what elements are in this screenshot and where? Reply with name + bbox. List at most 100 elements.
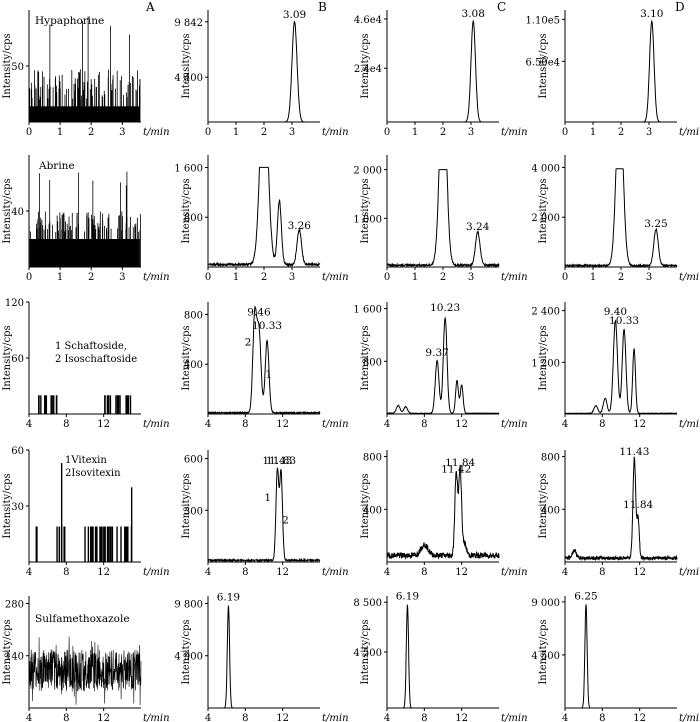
chart-r3c3: 4 8 12 t/min 400 800 Intensity/cps 11.43 11.84 (538, 446, 700, 578)
peak-label: 6.19 (217, 592, 240, 604)
peak-label: 11.42 (441, 463, 471, 475)
y-axis-label: Intensity/cps (2, 33, 13, 98)
trace (38, 395, 132, 414)
x-tick-label: 2 (618, 127, 624, 138)
x-tick-label: 4 (562, 419, 568, 430)
trace (386, 316, 500, 415)
y-tick-label: 800 (541, 453, 560, 464)
x-axis-label: t/min (143, 272, 170, 283)
peak-label: 3.10 (640, 8, 663, 20)
chart-r3c0: 4 8 12 t/min 30 60 Intensity/cps 1Vitexin 2Isovi… (2, 446, 170, 578)
chart-r4c0: 4 8 12 t/min 140 280 Intensity/cps Sulfamethoxa… (2, 596, 170, 722)
y-tick-label: 300 (184, 506, 203, 517)
y-tick-label: 280 (5, 599, 24, 610)
trace (207, 166, 321, 268)
y-tick-label: 60 (11, 446, 24, 457)
x-axis-label: t/min (679, 272, 700, 283)
x-tick-label: 2 (88, 272, 94, 283)
trace (564, 319, 678, 415)
y-tick-label: 140 (5, 652, 24, 663)
trace (387, 604, 499, 709)
x-tick-label: 0 (562, 127, 568, 138)
x-tick-label: 8 (421, 567, 427, 578)
trace (565, 604, 677, 709)
chart-r2c0: 4 8 12 t/min 60 120 Intensity/cps 1 Schaftoside… (2, 298, 170, 430)
noise-trace (28, 636, 142, 706)
chart-r0c1: 0 1 2 3 t/min 4 400 9 842 Intensity/cps 3.09 (174, 9, 348, 138)
column-letter-d: D (675, 0, 685, 14)
y-axis-label: Intensity/cps (360, 178, 371, 243)
x-axis-label: t/min (143, 567, 170, 578)
x-tick-label: 3 (119, 272, 125, 283)
trace (207, 305, 321, 415)
x-axis-label: t/min (679, 713, 700, 722)
x-tick-label: 4 (384, 713, 390, 722)
compound-label: 1 Schaftoside, (55, 341, 127, 352)
y-tick-label: 800 (184, 310, 203, 321)
chart-r2c2: 4 8 12 t/min 800 1 600 Intensity/cps 9.37 10.23 (353, 302, 528, 430)
y-tick-label: 1.10e5 (525, 15, 560, 26)
y-tick-label: 60 (11, 354, 24, 365)
chart-r4c1: 4 8 12 t/min 4 900 9 800 Intensity/cps 6.19 (174, 592, 348, 722)
peak-label: 6.25 (574, 591, 597, 603)
column-letter-c: C (497, 0, 507, 14)
peak-label: 11.84 (445, 457, 475, 469)
x-axis-label: t/min (679, 419, 700, 430)
x-tick-label: 12 (633, 419, 646, 430)
y-tick-label: 2.4e4 (354, 64, 382, 75)
trace (208, 20, 320, 123)
peak-label: 10.33 (252, 320, 282, 332)
x-tick-label: 12 (97, 567, 110, 578)
peak-label: 2 (282, 515, 289, 527)
chart-r0c3: 0 1 2 3 t/min 6.50e4 1.10e5 Intensity/cps 3.10 (525, 8, 700, 138)
x-tick-label: 4 (205, 567, 211, 578)
trace (29, 16, 141, 122)
y-tick-label: 9 800 (174, 599, 203, 610)
x-tick-label: 2 (88, 127, 94, 138)
y-tick-label: 1 200 (531, 358, 560, 369)
x-tick-label: 0 (384, 127, 390, 138)
x-tick-label: 0 (26, 127, 32, 138)
peak-label: 3.08 (462, 8, 485, 20)
x-axis-label: t/min (501, 127, 528, 138)
x-tick-label: 1 (57, 272, 63, 283)
chart-r1c3: 0 1 2 3 t/min 2 000 4 000 Intensity/cps 3.25 (531, 155, 700, 283)
y-tick-label: 2 400 (531, 307, 560, 318)
peak-label: 6.19 (396, 590, 419, 602)
trace (208, 605, 320, 709)
y-tick-label: 1 000 (353, 214, 382, 225)
peak-label: 11.83 (266, 455, 296, 467)
peak-label: 11.43 (262, 455, 292, 467)
x-tick-label: 0 (205, 272, 211, 283)
x-tick-label: 3 (289, 272, 295, 283)
y-axis-label: Intensity/cps (181, 473, 192, 538)
y-axis-label: Intensity/cps (538, 33, 549, 98)
x-tick-label: 0 (384, 272, 390, 283)
peak-label: 3.25 (644, 218, 667, 230)
peak-label: 9.37 (425, 347, 448, 359)
y-tick-label: 9 842 (174, 18, 203, 29)
chart-r0c2: 0 1 2 3 t/min 2.4e4 4.6e4 Intensity/cps 3.08 (354, 8, 528, 138)
x-tick-label: 12 (633, 567, 646, 578)
x-tick-label: 0 (26, 272, 32, 283)
x-tick-label: 4 (26, 567, 32, 578)
y-tick-label: 800 (363, 357, 382, 368)
x-axis-label: t/min (322, 567, 349, 578)
x-axis-label: t/min (143, 419, 170, 430)
x-tick-label: 12 (97, 713, 110, 722)
y-tick-label: 400 (363, 505, 382, 516)
y-tick-label: 4 900 (174, 652, 203, 663)
y-tick-label: 800 (184, 213, 203, 224)
x-tick-label: 2 (261, 272, 267, 283)
x-tick-label: 4 (26, 419, 32, 430)
x-tick-label: 1 (590, 127, 596, 138)
column-letter-a: A (146, 0, 155, 14)
y-tick-label: 1 600 (174, 163, 203, 174)
x-tick-label: 2 (440, 272, 446, 283)
y-axis-label: Intensity/cps (181, 619, 192, 684)
y-axis-label: Intensity/cps (538, 473, 549, 538)
peak-label: 9.46 (247, 306, 271, 318)
